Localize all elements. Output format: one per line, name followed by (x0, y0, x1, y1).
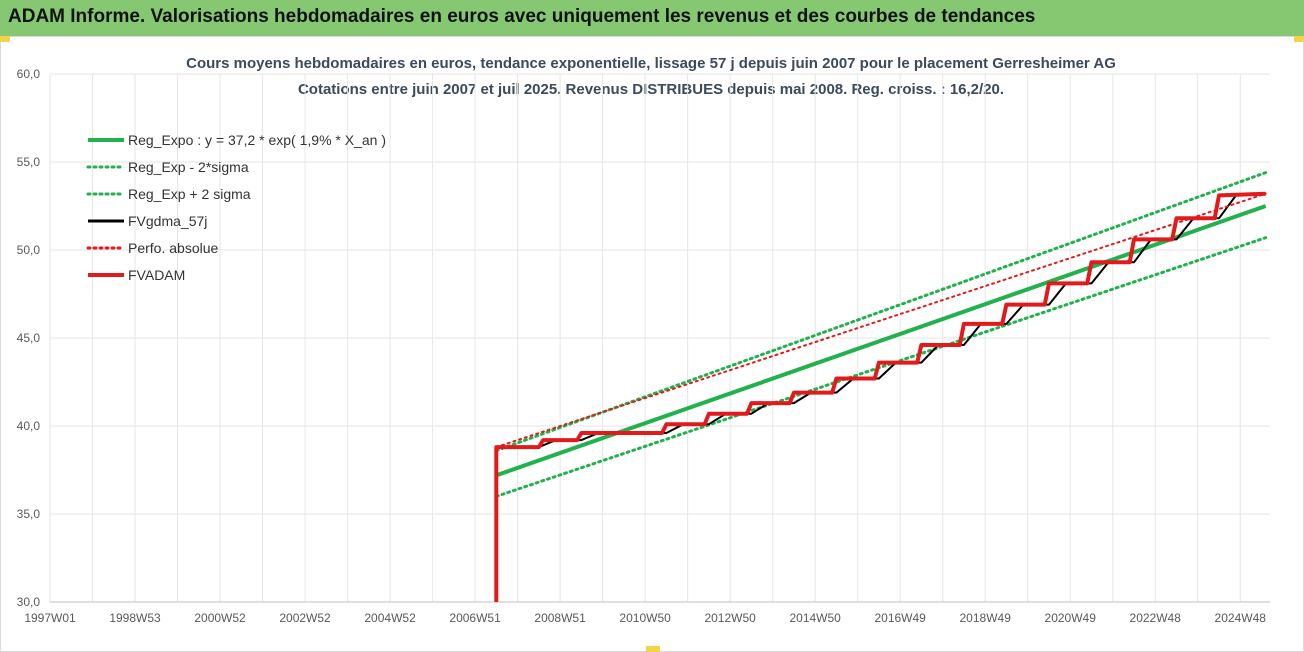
chart-area: Cours moyens hebdomadaires en euros, ten… (0, 36, 1304, 652)
x-tick-label: 2000W52 (194, 611, 246, 625)
legend-label: Reg_Exp - 2*sigma (128, 159, 249, 175)
series-line-2 (494, 236, 1268, 498)
x-tick-label: 2022W48 (1130, 611, 1182, 625)
legend-label: Reg_Exp + 2 sigma (128, 186, 251, 202)
x-tick-label: 1998W53 (109, 611, 161, 625)
x-tick-label: 2008W51 (534, 611, 586, 625)
x-tick-label: 2020W49 (1045, 611, 1097, 625)
y-tick-label: 40,0 (17, 419, 41, 433)
x-tick-label: 2010W50 (619, 611, 671, 625)
corner-marker (1294, 36, 1304, 42)
legend-label: Perfo. absolue (128, 240, 218, 256)
x-tick-label: 2006W51 (449, 611, 501, 625)
y-tick-label: 45,0 (17, 331, 41, 345)
report-banner: ADAM Informe. Valorisations hebdomadaire… (0, 0, 1304, 37)
x-tick-label: 2018W49 (960, 611, 1012, 625)
line-chart: 30,0 35,0 40,0 45,0 50,0 55,0 60,0 1997W01 1998W… (17, 67, 1270, 625)
chart-subtitle: Cotations entre juin 2007 et juil 2025. … (297, 81, 1005, 98)
x-tick-label: 2012W50 (704, 611, 756, 625)
y-tick-label: 30,0 (17, 595, 41, 609)
series-line-5 (495, 192, 1267, 449)
y-tick-label: 50,0 (17, 243, 41, 257)
x-tick-label: 2004W52 (364, 611, 416, 625)
report-title: ADAM Informe. Valorisations hebdomadaire… (8, 6, 1036, 27)
x-tick-label: 2016W49 (874, 611, 926, 625)
x-tick-label: 2014W50 (789, 611, 841, 625)
legend-label: Reg_Expo : y = 37,2 * exp( 1,9% * X_an ) (128, 132, 386, 148)
corner-marker (646, 646, 660, 652)
corner-marker (0, 36, 10, 42)
chart-title: Cours moyens hebdomadaires en euros, ten… (186, 55, 1116, 72)
x-tick-label: 1997W01 (24, 611, 76, 625)
series-line-3 (494, 171, 1268, 453)
y-tick-label: 60,0 (17, 67, 41, 81)
y-tick-label: 55,0 (17, 155, 41, 169)
legend-label: FVADAM (128, 267, 185, 283)
legend-label: FVgdma_57j (128, 213, 207, 229)
series-line-1 (495, 204, 1267, 478)
y-tick-label: 35,0 (17, 507, 41, 521)
x-tick-label: 2002W52 (279, 611, 331, 625)
x-tick-label: 2024W48 (1215, 611, 1267, 625)
series-line-6 (494, 191, 1266, 602)
